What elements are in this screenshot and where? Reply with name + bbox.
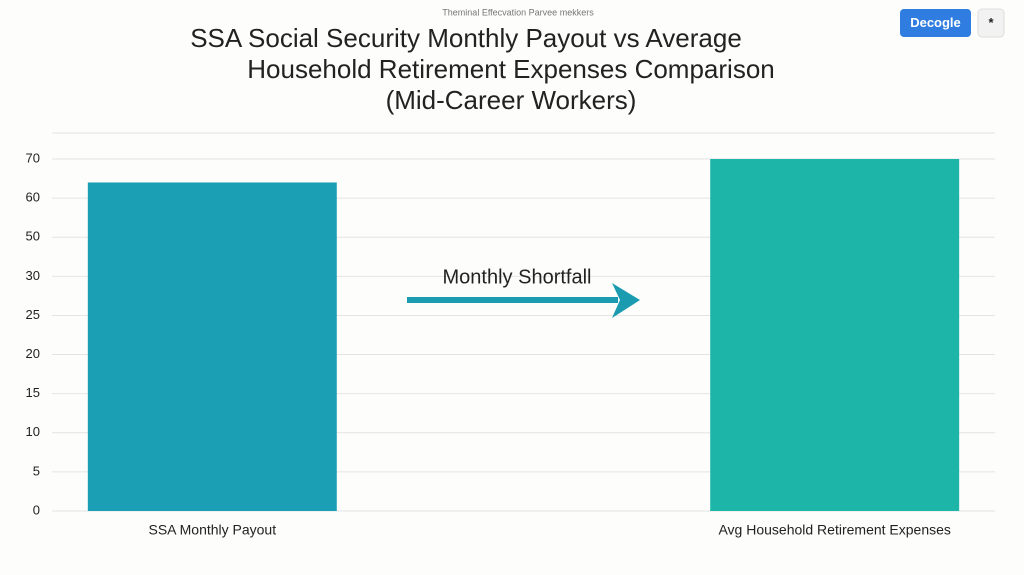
annotation-arrowhead (612, 283, 640, 318)
icon-label: * (988, 15, 994, 30)
x-tick-label: Avg Household Retirement Expenses (718, 522, 950, 538)
y-tick-label: 10 (26, 424, 40, 439)
chart-title: Household Retirement Expenses Comparison (247, 54, 775, 84)
decode-button[interactable]: Decogle (900, 9, 971, 37)
x-tick-label: SSA Monthly Payout (148, 522, 276, 538)
y-tick-label: 50 (26, 229, 40, 244)
y-tick-label: 70 (26, 150, 40, 165)
y-tick-label: 5 (33, 463, 40, 478)
y-tick-label: 60 (26, 190, 40, 205)
y-tick-label: 25 (26, 307, 40, 322)
button-label: Decogle (910, 15, 961, 30)
bar (710, 159, 960, 511)
button-bg (900, 9, 971, 37)
y-tick-label: 30 (26, 268, 40, 283)
annotation-label: Monthly Shortfall (443, 266, 592, 288)
chart-title: (Mid-Career Workers) (386, 85, 637, 115)
y-tick-label: 20 (26, 346, 40, 361)
icon-bg (977, 8, 1005, 38)
chart-title: SSA Social Security Monthly Payout vs Av… (190, 23, 742, 53)
bar (87, 182, 337, 511)
y-tick-label: 0 (33, 502, 40, 517)
y-tick-label: 15 (26, 385, 40, 400)
caption: Theminal Effecvation Parvee mekkers (442, 7, 594, 17)
pin-button[interactable]: * (977, 8, 1005, 38)
